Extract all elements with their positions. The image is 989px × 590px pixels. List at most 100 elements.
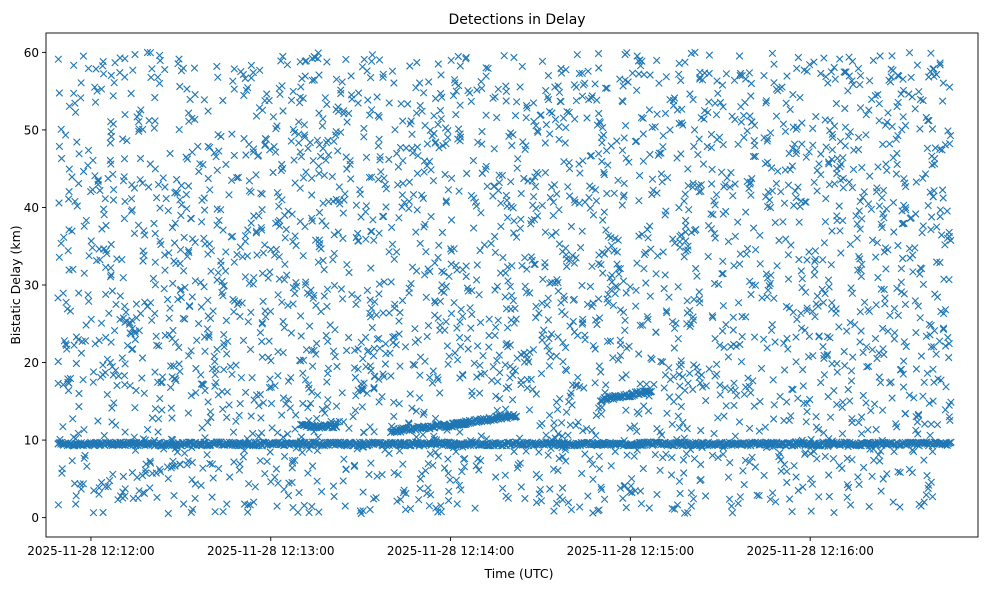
data-point-marker — [755, 427, 763, 435]
data-point-marker — [431, 299, 439, 307]
data-point-marker — [701, 492, 710, 500]
data-point-marker — [434, 376, 442, 384]
data-point-marker — [419, 194, 427, 203]
data-point-marker — [875, 373, 883, 381]
data-point-marker — [730, 379, 738, 387]
data-point-marker — [565, 192, 574, 200]
data-point-marker — [856, 104, 865, 112]
data-point-marker — [423, 489, 431, 498]
data-point-marker — [696, 68, 704, 76]
data-point-marker — [944, 127, 952, 135]
data-point-marker — [639, 130, 647, 138]
data-point-marker — [459, 266, 467, 274]
data-point-marker — [197, 380, 206, 388]
data-point-marker — [379, 370, 387, 378]
data-point-marker — [314, 55, 322, 63]
data-point-marker — [213, 205, 221, 213]
data-point-marker — [140, 251, 148, 259]
data-point-marker — [247, 74, 255, 82]
data-point-marker — [855, 418, 863, 427]
data-point-marker — [898, 220, 906, 228]
data-point-marker — [98, 62, 107, 70]
data-point-marker — [498, 484, 507, 493]
data-point-marker — [356, 190, 364, 198]
data-point-marker — [628, 69, 637, 77]
data-point-marker — [622, 503, 630, 512]
data-point-marker — [123, 137, 131, 145]
data-point-marker — [880, 248, 889, 256]
data-point-marker — [546, 130, 554, 138]
data-point-marker — [160, 285, 168, 293]
data-point-marker — [603, 337, 612, 346]
data-point-marker — [418, 470, 426, 478]
data-point-marker — [154, 415, 163, 423]
data-point-marker — [847, 284, 855, 292]
data-point-marker — [731, 432, 740, 440]
data-point-marker — [315, 169, 323, 178]
data-point-marker — [604, 245, 612, 253]
data-point-marker — [870, 400, 879, 408]
data-point-marker — [385, 99, 393, 107]
data-point-marker — [366, 73, 375, 82]
data-point-marker — [549, 211, 557, 220]
data-point-marker — [874, 90, 882, 99]
data-point-marker — [244, 501, 252, 509]
data-point-marker — [214, 464, 223, 473]
data-point-marker — [299, 174, 308, 182]
data-point-marker — [400, 486, 408, 494]
data-point-marker — [54, 501, 63, 509]
data-point-marker — [347, 72, 355, 80]
data-point-marker — [389, 333, 397, 341]
data-point-marker — [492, 323, 500, 331]
data-point-marker — [708, 312, 716, 320]
data-point-marker — [889, 198, 898, 207]
data-point-marker — [456, 101, 464, 109]
data-point-marker — [121, 55, 129, 63]
data-point-marker — [363, 286, 372, 295]
data-point-marker — [177, 201, 186, 209]
data-point-marker — [766, 495, 775, 503]
data-point-marker — [562, 457, 570, 465]
data-point-marker — [570, 81, 579, 89]
data-point-marker — [647, 245, 655, 253]
data-point-marker — [781, 127, 790, 136]
data-point-marker — [811, 313, 819, 321]
data-point-marker — [163, 295, 172, 304]
data-point-marker — [309, 294, 317, 302]
data-point-marker — [503, 196, 511, 204]
data-point-marker — [899, 254, 907, 263]
data-point-marker — [675, 119, 683, 128]
data-point-marker — [174, 295, 182, 304]
data-point-marker — [297, 357, 305, 365]
data-point-marker — [490, 145, 498, 153]
data-point-marker — [286, 404, 294, 412]
data-point-marker — [168, 223, 177, 232]
data-point-marker — [676, 243, 684, 251]
data-point-marker — [877, 285, 885, 293]
data-point-marker — [896, 468, 904, 477]
data-point-marker — [204, 418, 212, 427]
data-point-marker — [799, 365, 807, 374]
data-point-marker — [147, 73, 155, 82]
data-point-marker — [799, 382, 807, 390]
data-point-marker — [892, 135, 900, 143]
data-point-marker — [395, 214, 403, 222]
data-point-marker — [306, 138, 314, 147]
data-point-marker — [912, 426, 920, 434]
data-point-marker — [504, 494, 512, 502]
data-point-marker — [860, 188, 868, 196]
data-point-marker — [317, 487, 326, 496]
data-point-marker — [562, 66, 570, 74]
data-point-marker — [241, 237, 249, 246]
data-point-marker — [924, 116, 932, 125]
data-point-marker — [275, 193, 283, 201]
data-point-marker — [91, 172, 99, 180]
data-point-marker — [811, 247, 820, 255]
data-point-marker — [358, 385, 366, 393]
data-point-marker — [843, 493, 851, 501]
data-point-marker — [653, 56, 661, 65]
data-point-marker — [492, 392, 500, 400]
data-point-marker — [206, 186, 214, 194]
data-point-marker — [234, 298, 243, 306]
data-point-marker — [308, 388, 316, 396]
